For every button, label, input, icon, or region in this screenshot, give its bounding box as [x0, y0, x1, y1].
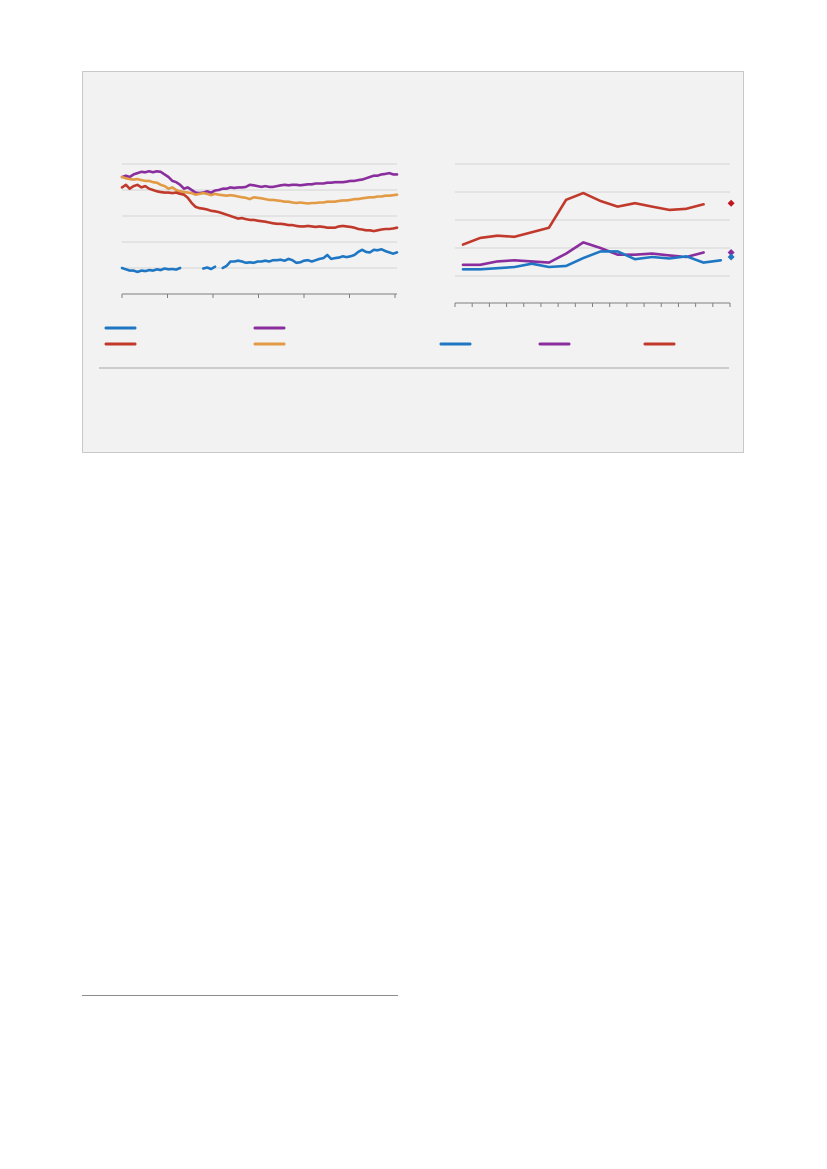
right-chart-series-red-line: [461, 191, 705, 246]
right-chart-series-purple-line: [461, 241, 705, 267]
left-chart-series-blue-line: [202, 265, 217, 271]
figure-canvas: [99, 163, 735, 369]
right-chart-series-blue-line: [461, 250, 723, 271]
right-chart-marker-blue: [727, 253, 735, 261]
right-chart-marker-marker_red: [727, 199, 735, 207]
left-chart-series-orange-line: [120, 175, 399, 205]
left-chart-series-red-line: [120, 183, 399, 233]
left-chart-series-blue-line: [120, 266, 182, 274]
left-chart-series-purple-line: [120, 170, 399, 195]
left-chart-series-blue-line: [221, 248, 399, 270]
right-chart-marker-purple: [727, 248, 735, 256]
footnote-separator: [82, 995, 398, 996]
figure-panel: [82, 71, 744, 453]
